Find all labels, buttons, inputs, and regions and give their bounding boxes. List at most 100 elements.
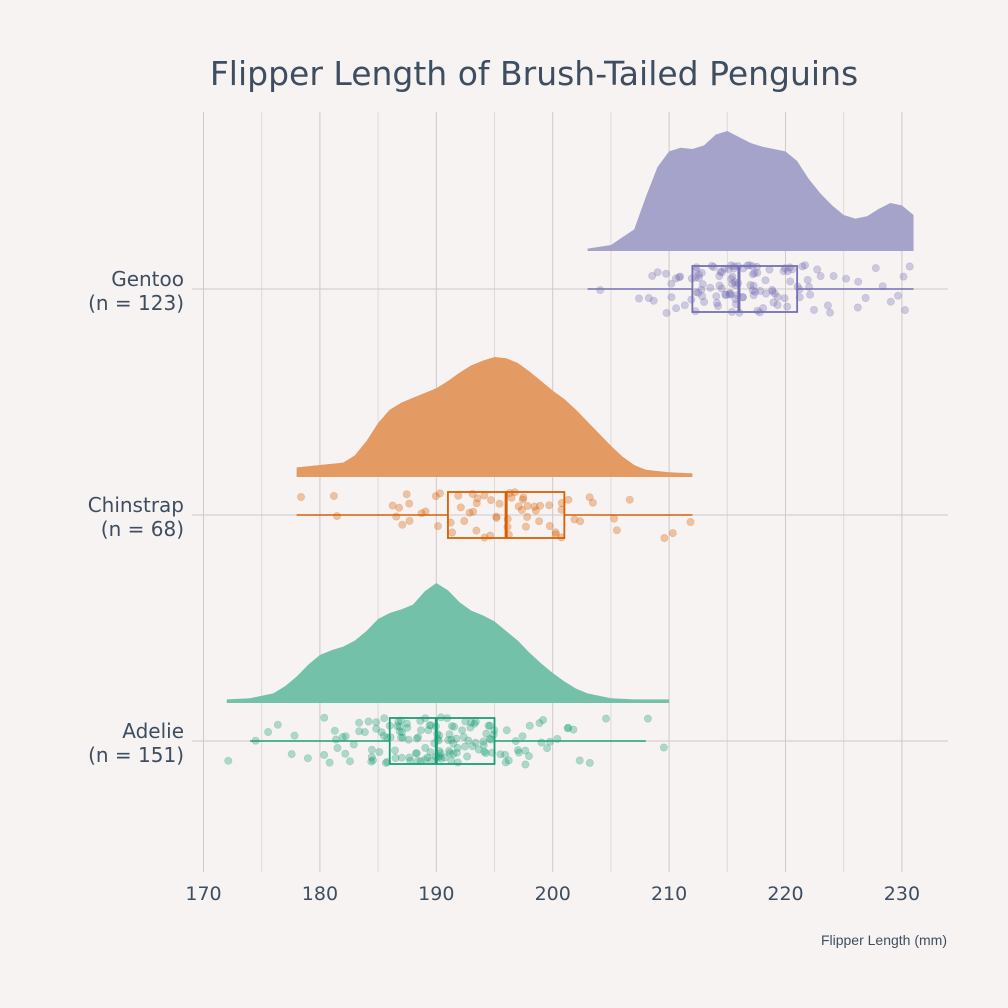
data-point (662, 269, 671, 278)
data-point (338, 732, 347, 741)
data-point (320, 750, 329, 759)
series-layer: Gentoo(n = 123) Chinstrap(n = 68) Adelie(n… (88, 131, 948, 769)
data-point (375, 747, 384, 756)
data-point (783, 302, 792, 311)
data-point (773, 293, 782, 302)
data-point (360, 728, 369, 737)
category-label: Gentoo (111, 267, 184, 291)
data-point (368, 756, 377, 765)
data-point (501, 758, 510, 767)
data-point (536, 501, 545, 510)
data-point (380, 714, 389, 723)
data-point (458, 726, 467, 735)
data-point (453, 743, 462, 752)
data-point (470, 719, 479, 728)
data-point (813, 265, 822, 274)
data-point (728, 279, 737, 288)
data-point (447, 722, 456, 731)
data-point (465, 508, 474, 517)
data-point (761, 289, 770, 298)
data-point (426, 721, 435, 730)
data-point (397, 728, 406, 737)
data-point (569, 725, 578, 734)
data-point (445, 746, 454, 755)
data-point (648, 271, 657, 280)
data-point (398, 520, 407, 529)
data-point (721, 291, 730, 300)
data-point (345, 757, 354, 766)
data-point (469, 507, 478, 516)
data-point (525, 721, 534, 730)
data-point (224, 756, 233, 765)
data-point (585, 493, 594, 502)
series-chinstrap: Chinstrap(n = 68) (88, 357, 948, 542)
data-point (759, 304, 768, 313)
data-point (485, 734, 494, 743)
data-point (423, 753, 432, 762)
data-point (612, 526, 621, 535)
data-point (421, 507, 430, 516)
data-point (899, 272, 908, 281)
density-area (296, 357, 693, 477)
data-point (472, 526, 481, 535)
data-point (367, 745, 376, 754)
density-area (587, 131, 914, 251)
x-tick-label: 200 (535, 883, 571, 905)
data-point (720, 264, 729, 273)
density-area (226, 583, 670, 703)
data-point (514, 502, 523, 511)
data-point (425, 721, 434, 730)
data-point (251, 736, 260, 745)
data-point (545, 737, 554, 746)
data-point (751, 287, 760, 296)
data-point (290, 731, 299, 740)
data-point (355, 718, 364, 727)
data-point (823, 301, 832, 310)
data-point (396, 733, 405, 742)
data-point (485, 721, 494, 730)
series-gentoo: Gentoo(n = 123) (88, 131, 948, 317)
data-point (575, 756, 584, 765)
data-point (264, 727, 273, 736)
data-point (303, 754, 312, 763)
data-point (671, 274, 680, 283)
data-point (800, 261, 809, 270)
data-point (716, 267, 725, 276)
data-point (459, 732, 468, 741)
data-point (367, 757, 376, 766)
data-point (706, 283, 715, 292)
data-point (377, 728, 386, 737)
data-point (806, 290, 815, 299)
data-point (390, 746, 399, 755)
data-point (492, 512, 501, 521)
data-point (492, 513, 501, 522)
data-point (333, 743, 342, 752)
data-point (507, 493, 516, 502)
x-tick-label: 180 (302, 883, 338, 905)
data-point (765, 265, 774, 274)
data-point (653, 268, 662, 277)
data-point (756, 286, 765, 295)
data-point (698, 280, 707, 289)
data-point (773, 301, 782, 310)
data-point (893, 291, 902, 300)
data-point (900, 306, 909, 315)
data-point (700, 297, 709, 306)
data-point (717, 268, 726, 277)
data-point (472, 499, 481, 508)
data-point (826, 308, 835, 317)
data-point (715, 271, 724, 280)
data-point (779, 267, 788, 276)
data-point (726, 290, 735, 299)
data-point (355, 727, 364, 736)
data-point (479, 737, 488, 746)
series-adelie: Adelie(n = 151) (88, 583, 948, 769)
data-point (287, 750, 296, 759)
data-point (768, 287, 777, 296)
data-point (715, 281, 724, 290)
data-point (364, 717, 373, 726)
data-point (798, 262, 807, 271)
data-point (783, 267, 792, 276)
data-point (325, 758, 334, 767)
data-point (405, 499, 414, 508)
